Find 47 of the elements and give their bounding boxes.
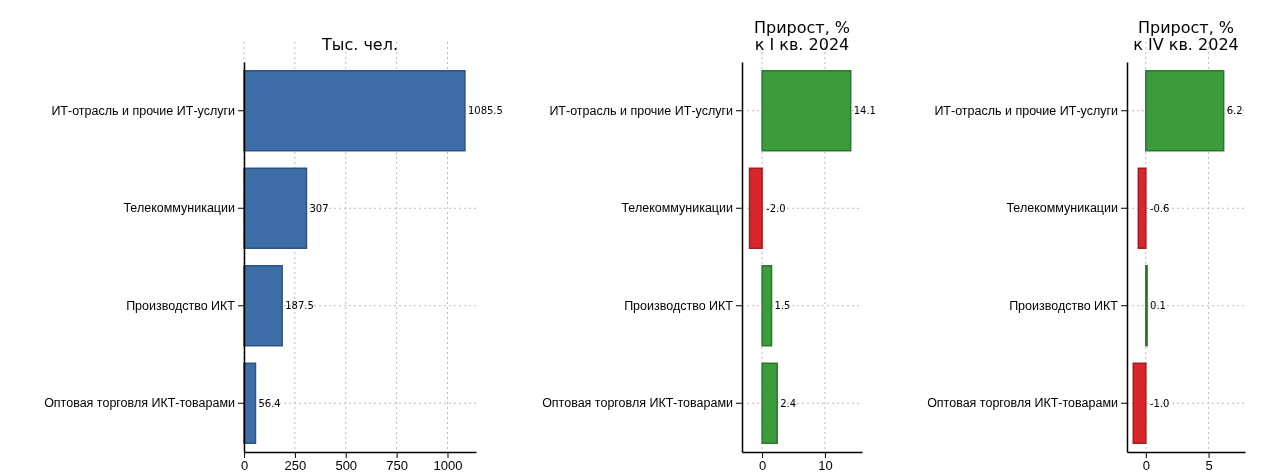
data-label: -0.6	[1149, 202, 1170, 214]
y-tick-label: Телекоммуникации	[1006, 201, 1119, 216]
y-tick-label: Телекоммуникации	[621, 201, 734, 216]
data-label: 14.1	[853, 105, 876, 117]
y-tick-label: Производство ИКТ	[126, 298, 236, 313]
data-label: -1.0	[1149, 397, 1170, 409]
data-label: 6.2	[1226, 105, 1243, 117]
x-tick-label: 750	[386, 458, 408, 474]
y-tick-label: ИТ-отрасль и прочие ИТ-услуги	[549, 103, 734, 118]
x-tick-label: 500	[335, 458, 358, 474]
bar	[1145, 70, 1225, 152]
y-tick-label: Телекоммуникации	[123, 201, 236, 216]
x-tick-label: 0	[240, 458, 249, 474]
bar	[243, 70, 466, 152]
chart-title: Прирост, % к IV кв. 2024	[1133, 18, 1239, 54]
bar	[243, 167, 308, 249]
y-tick-label: Оптовая торговля ИКТ-товарами	[44, 396, 236, 411]
x-tick-label: 10	[818, 458, 833, 474]
y-tick-label: Оптовая торговля ИКТ-товарами	[927, 396, 1119, 411]
bar	[761, 70, 852, 152]
data-label: 56.4	[258, 397, 281, 409]
bar	[243, 362, 257, 444]
x-tick-label: 0	[758, 458, 767, 474]
y-tick-label: Производство ИКТ	[624, 298, 734, 313]
y-tick-label: Оптовая торговля ИКТ-товарами	[542, 396, 734, 411]
bar	[1132, 362, 1147, 444]
y-tick-label: ИТ-отрасль и прочие ИТ-услуги	[934, 103, 1119, 118]
x-tick-label: 0	[1142, 458, 1150, 474]
chart-title: Тыс. чел.	[321, 35, 398, 54]
bar	[1137, 167, 1147, 249]
data-label: 1.5	[774, 300, 791, 312]
x-tick-label: 250	[284, 458, 307, 474]
data-label: 187.5	[285, 300, 314, 312]
data-label: -2.0	[766, 202, 786, 214]
bar	[761, 362, 778, 444]
data-label: 307	[309, 202, 329, 214]
y-tick-label: ИТ-отрасль и прочие ИТ-услуги	[51, 103, 236, 118]
bar	[748, 167, 763, 249]
bar	[243, 265, 283, 347]
x-tick-label: 1000	[433, 458, 463, 474]
data-label: 0.1	[1150, 300, 1166, 312]
y-tick-label: Производство ИКТ	[1009, 298, 1119, 313]
x-tick-label: 5	[1205, 458, 1213, 474]
data-label: 1085.5	[467, 105, 503, 117]
bar	[761, 265, 773, 347]
data-label: 2.4	[780, 397, 797, 409]
chart-title: Прирост, % к I кв. 2024	[753, 18, 851, 54]
